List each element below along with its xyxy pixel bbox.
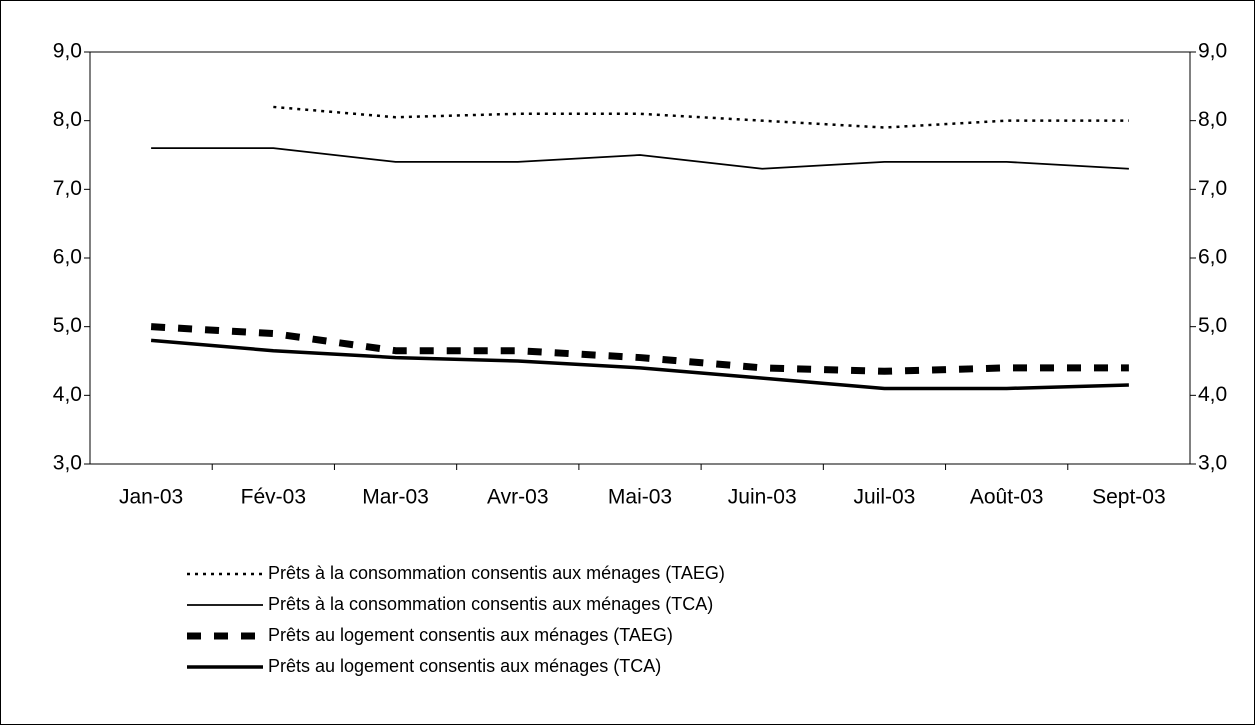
y-tick-label: 7,0 [53, 177, 82, 200]
y2-tick-label: 8,0 [1198, 108, 1227, 131]
x-tick-label: Mar-03 [362, 486, 429, 509]
y-tick-label: 6,0 [53, 246, 82, 269]
y-tick-label: 9,0 [53, 40, 82, 63]
series-line [150, 323, 1129, 375]
y2-tick-label: 7,0 [1198, 177, 1227, 200]
y2-tick-label: 9,0 [1198, 40, 1227, 63]
x-tick-label: Juil-03 [854, 486, 916, 509]
series-line [151, 147, 1129, 170]
legend-label: Prêts à la consommation consentis aux mé… [268, 594, 713, 614]
x-tick-label: Sept-03 [1092, 486, 1166, 509]
x-tick-label: Fév-03 [241, 486, 306, 509]
y-tick-label: 8,0 [53, 108, 82, 131]
x-tick-label: Mai-03 [608, 486, 672, 509]
y2-tick-label: 4,0 [1198, 383, 1227, 406]
series-line [273, 105, 1129, 129]
y2-tick-label: 5,0 [1198, 314, 1227, 337]
y2-tick-label: 6,0 [1198, 246, 1227, 269]
legend-label: Prêts au logement consentis aux ménages … [268, 656, 661, 676]
y-tick-label: 4,0 [53, 383, 82, 406]
x-tick-label: Avr-03 [487, 486, 548, 509]
series-line [150, 338, 1129, 391]
y-tick-label: 5,0 [53, 314, 82, 337]
legend-label: Prêts au logement consentis aux ménages … [268, 625, 673, 645]
x-tick-label: Jan-03 [119, 486, 183, 509]
x-tick-label: Juin-03 [728, 486, 797, 509]
x-tick-label: Août-03 [970, 486, 1044, 509]
legend-label: Prêts à la consommation consentis aux mé… [268, 563, 725, 583]
y2-tick-label: 3,0 [1198, 452, 1227, 475]
y-tick-label: 3,0 [53, 452, 82, 475]
